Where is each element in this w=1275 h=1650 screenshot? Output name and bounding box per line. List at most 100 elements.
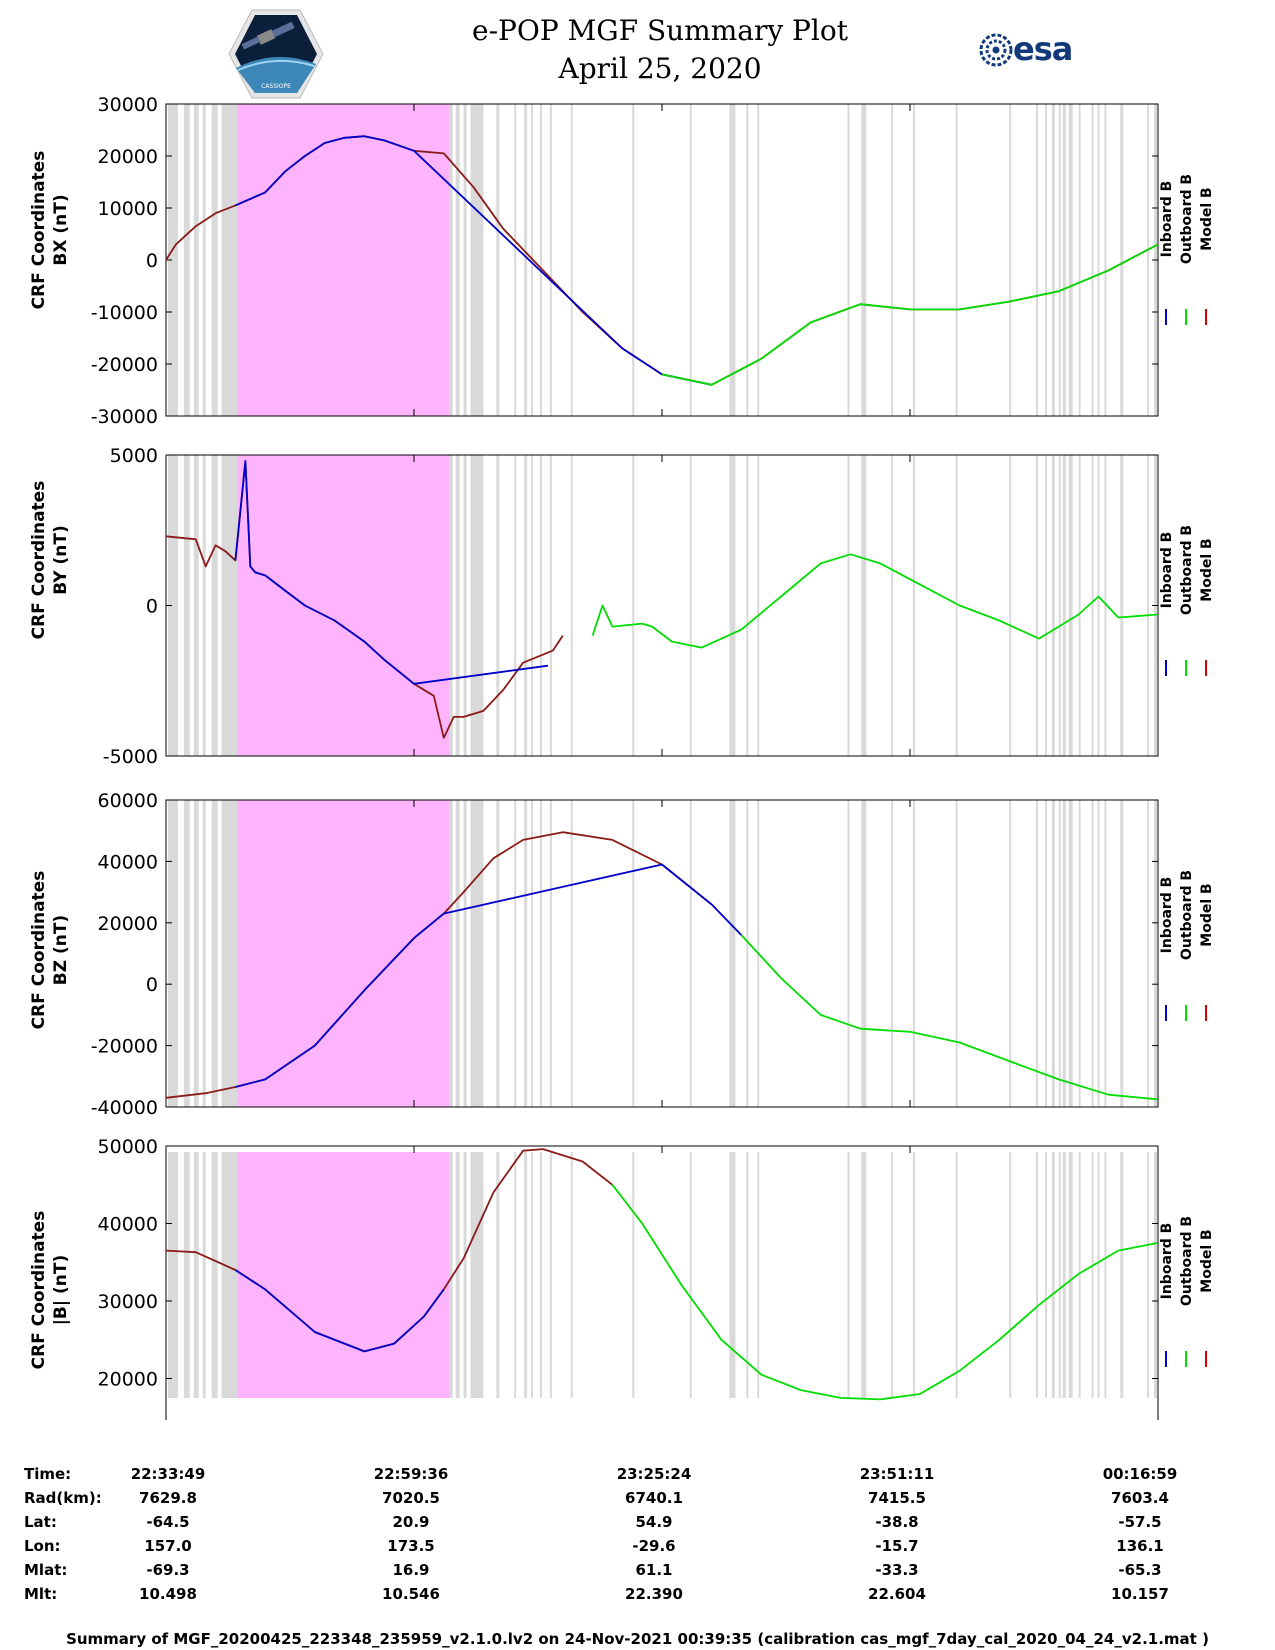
- data-gap-band: [570, 455, 573, 756]
- ephem-value: 61.1: [635, 1561, 673, 1579]
- y-tick-label: 20000: [98, 1369, 158, 1391]
- data-gap-band: [1051, 455, 1055, 756]
- data-gap-band: [861, 104, 867, 416]
- data-gap-band: [1044, 104, 1047, 416]
- legend-entry: Inboard B: [1159, 532, 1175, 609]
- data-gap-band: [847, 1152, 850, 1398]
- y-tick-label: 30000: [98, 94, 158, 116]
- data-gap-band: [729, 800, 736, 1107]
- series-line-inboard: [234, 1269, 445, 1353]
- footer-caption: Summary of MGF_20200425_223348_235959_v2…: [66, 1630, 1209, 1648]
- data-gap-band: [1097, 800, 1100, 1107]
- y-tick-label: 10000: [98, 198, 158, 220]
- data-gap-band: [746, 104, 749, 416]
- data-gap-band: [496, 455, 500, 756]
- data-gap-band: [211, 800, 218, 1107]
- ephem-value: 22.390: [625, 1585, 683, 1603]
- y-axis-label: BY (nT): [51, 525, 71, 595]
- data-gap-band: [1044, 1152, 1047, 1398]
- legend-entry: Outboard B: [1179, 525, 1195, 615]
- data-gap-band: [455, 455, 460, 756]
- data-gap-band: [689, 455, 692, 756]
- cassiope-logo: CASSIOPE: [228, 9, 324, 99]
- data-gap-band: [729, 455, 736, 756]
- data-gap-band: [193, 455, 199, 756]
- data-gap-band: [463, 1152, 467, 1398]
- data-gap-band: [891, 104, 894, 416]
- data-gap-band: [455, 1152, 460, 1398]
- data-gap-band: [955, 455, 958, 756]
- data-gap-band: [1058, 455, 1061, 756]
- data-gap-band: [1147, 800, 1150, 1107]
- data-gap-band: [1051, 104, 1055, 416]
- data-gap-band: [746, 455, 749, 756]
- series-line-outboard: [611, 1184, 1159, 1401]
- ephem-value: 10.546: [382, 1585, 440, 1603]
- ephem-value: 157.0: [144, 1537, 192, 1555]
- ephem-value: 23:25:24: [616, 1465, 692, 1483]
- y-tick-label: -40000: [91, 1097, 158, 1119]
- data-gap-band: [1058, 104, 1061, 416]
- ephem-label-mlt: Mlt:: [24, 1585, 58, 1603]
- ephem-value: 00:16:59: [1102, 1465, 1178, 1483]
- data-gap-band: [861, 1152, 867, 1398]
- data-gap-band: [1009, 1152, 1012, 1398]
- ephem-value: 6740.1: [625, 1489, 683, 1507]
- legend-entry: Model B: [1199, 187, 1215, 250]
- y-tick-label: 0: [146, 250, 158, 272]
- data-gap-band: [912, 104, 915, 416]
- ephem-label-time: Time:: [24, 1465, 72, 1483]
- data-gap-band: [1058, 1152, 1061, 1398]
- y-tick-label: -20000: [91, 1036, 158, 1058]
- y-tick-label: 0: [146, 974, 158, 996]
- esa-globe-icon: [979, 33, 1013, 67]
- data-gap-band: [496, 1152, 500, 1398]
- data-gap-band: [221, 800, 238, 1107]
- data-gap-band: [891, 800, 894, 1107]
- y-tick-label: 30000: [98, 1291, 158, 1313]
- data-gap-band: [570, 104, 573, 416]
- ephem-value: 54.9: [635, 1513, 673, 1531]
- series-line-inboard: [235, 863, 743, 1088]
- data-gap-band: [632, 104, 635, 416]
- data-gap-band: [496, 104, 500, 416]
- legend-entry: Outboard B: [1179, 870, 1195, 960]
- ephem-value: 7603.4: [1111, 1489, 1169, 1507]
- data-gap-band: [496, 800, 500, 1107]
- data-gap-band: [470, 1152, 484, 1398]
- highlight-interval: [237, 800, 450, 1107]
- data-gap-band: [1154, 1152, 1158, 1398]
- data-gap-band: [1120, 1152, 1124, 1398]
- data-gap-band: [183, 1152, 190, 1398]
- data-gap-band: [1120, 455, 1124, 756]
- y-axis-label: CRF Coordinates: [29, 481, 49, 640]
- data-gap-band: [202, 800, 206, 1107]
- data-gap-band: [891, 1152, 894, 1398]
- ephem-value: 23:51:11: [859, 1465, 935, 1483]
- ephem-value: 7415.5: [868, 1489, 926, 1507]
- data-gap-band: [455, 800, 460, 1107]
- ephem-value: 22.604: [868, 1585, 926, 1603]
- data-gap-band: [463, 455, 467, 756]
- data-gap-band: [757, 1152, 760, 1398]
- data-gap-band: [524, 800, 528, 1107]
- data-gap-band: [221, 104, 238, 416]
- data-gap-band: [1097, 455, 1100, 756]
- data-gap-band: [689, 104, 692, 416]
- chart-area: -30000 -20000 -10000 0 10000 20000 30000 CRF Co…: [29, 94, 1215, 1420]
- ephem-value: -29.6: [632, 1537, 676, 1555]
- data-gap-band: [183, 800, 190, 1107]
- ephem-value: 16.9: [392, 1561, 430, 1579]
- legend-entry: Inboard B: [1159, 1223, 1175, 1300]
- series-line-outboard: [740, 934, 1159, 1101]
- ephem-value: 136.1: [1116, 1537, 1164, 1555]
- ephem-label-rad: Rad(km):: [24, 1489, 102, 1507]
- y-tick-label: 0: [146, 596, 158, 618]
- data-gap-band: [912, 1152, 915, 1398]
- data-gap-band: [1097, 1152, 1100, 1398]
- data-gap-band: [757, 104, 760, 416]
- data-gap-band: [211, 455, 218, 756]
- y-axis-label: CRF Coordinates: [29, 151, 49, 310]
- y-tick-label: -30000: [91, 406, 158, 428]
- data-gap-band: [632, 800, 635, 1107]
